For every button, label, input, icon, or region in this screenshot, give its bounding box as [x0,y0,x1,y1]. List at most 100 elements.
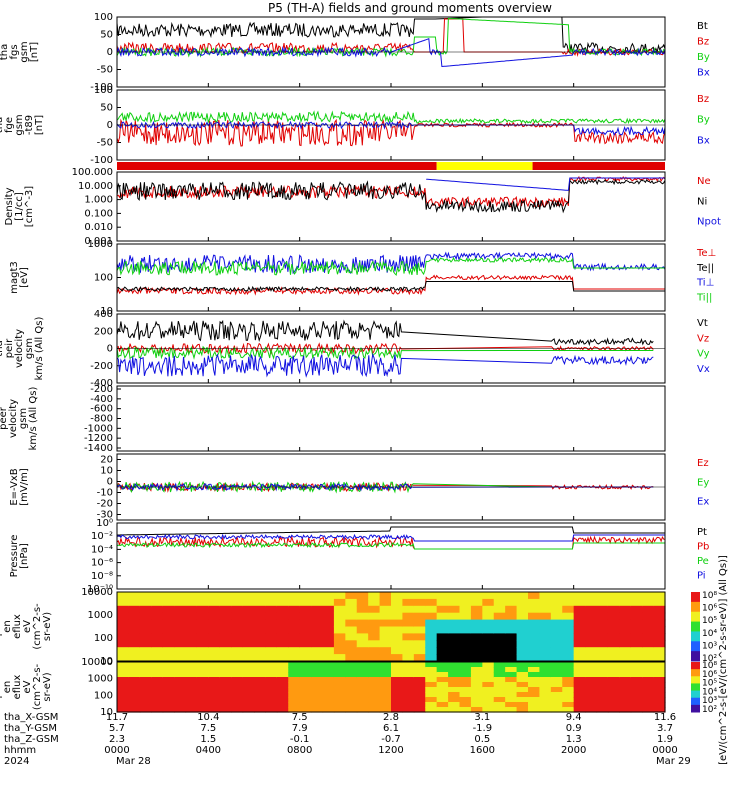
spectrogram-cell [162,692,175,698]
spectrogram-cell [653,647,666,655]
spectrogram-cell [459,662,472,668]
legend-entry: Npot [697,217,721,228]
spectrogram-cell [311,667,324,673]
spectrogram-cell [299,672,312,678]
ephemeris-x_gsm: 11.6 [654,712,676,723]
spectrogram-cell [242,677,255,683]
spectrogram-cell [356,672,369,678]
spectrogram-cell [117,619,130,628]
spectrogram-cell [653,667,666,673]
spectrogram-cell [231,667,244,673]
spectrogram-cell [619,633,632,641]
spectrogram-cell [619,640,632,648]
panel-frame [116,385,666,452]
spectrogram-cell [151,619,164,628]
spectrogram-cell [505,598,518,607]
spectrogram-cell [630,662,643,668]
spectrogram-cell [391,626,404,634]
spectrogram-cell [117,647,130,655]
spectrogram-cell [391,677,404,683]
y-tick-label: -600 [90,404,113,415]
spectrogram-cell [276,672,289,678]
spectrogram-cell [482,667,495,673]
spectrogram-cell [151,612,164,621]
ephemeris-hhmm: 0000 [652,745,677,756]
ylabel-line: eV [22,680,33,693]
spectrogram-cell [436,626,449,634]
spectrogram-cell [413,672,426,678]
spectrogram-cell [117,605,130,614]
spectrogram-cell [413,605,426,614]
spectrogram-cell [254,598,267,607]
spectrogram-cell [493,605,506,614]
spectrogram-cell [345,647,358,655]
legend-entry: Bz [697,94,709,105]
spectrogram-cell [436,592,449,600]
spectrogram-cell [174,682,187,688]
spectrogram-cell [539,697,552,703]
spectrogram-cell [356,598,369,607]
spectrogram-cell [653,702,666,708]
spectrogram-cell [573,592,586,600]
spectrogram-cell [550,667,563,673]
spectrogram-cell [448,667,461,673]
spectrogram-cell [265,640,278,648]
spectrogram-cell [516,654,529,662]
series-line-Pe [116,541,665,550]
spectrogram-cell [174,592,187,600]
spectrogram-cell [196,612,209,621]
spectrogram-cell [516,697,529,703]
spectrogram-cell [459,692,472,698]
spectrogram-cell [653,662,666,668]
spectrogram-cell [436,598,449,607]
spectrogram-cell [139,654,152,662]
spectrogram-cell [562,654,575,662]
spectrogram-cell [345,605,358,614]
spectrogram-cell [493,677,506,683]
spectrogram-cell [425,592,438,600]
spectrogram-cell [231,697,244,703]
spectrogram-cell [288,697,301,703]
spectrogram-cell [162,598,175,607]
spectrogram-cell [425,633,438,641]
spectrogram-cell [619,619,632,628]
spectrogram-cell [379,619,392,628]
spectrogram-cell [459,667,472,673]
spectrogram-cell [368,598,381,607]
spectrogram-cell [470,647,483,655]
spectrogram-cell [254,647,267,655]
spectrogram-cell [448,592,461,600]
spectrogram-cell [288,612,301,621]
y-tick-label: 1000 [88,610,113,621]
spectrogram-cell [311,697,324,703]
spectrogram-cell [619,707,632,713]
spectrogram-cell [436,677,449,683]
spectrogram-cell [162,605,175,614]
spectrogram-cell [196,654,209,662]
spectrogram-cell [436,687,449,693]
spectrogram-cell [470,707,483,713]
spectrogram-cell [345,667,358,673]
spectrogram-cell [196,677,209,683]
ylabel-line: (cm^2-s- [32,663,43,710]
spectrogram-cell [596,612,609,621]
spectrogram-cell [379,605,392,614]
spectrogram-cell [139,640,152,648]
spectrogram-cell [493,640,506,648]
spectrogram-cell [550,640,563,648]
spectrogram-cell [585,592,598,600]
spectrogram-cell [345,677,358,683]
spectrogram-cell [585,598,598,607]
spectrogram-cell [585,612,598,621]
spectrogram-cell [391,619,404,628]
spectrogram-cell [482,598,495,607]
y-tick-label: 0 [107,47,113,58]
spectrogram-cell [174,647,187,655]
spectrogram-cell [505,592,518,600]
spectrogram-cell [630,612,643,621]
colorbar-tick-label: 10³ [702,641,717,651]
spectrogram-cell [448,605,461,614]
spectrogram-cell [653,687,666,693]
spectrogram-cell [596,672,609,678]
spectrogram-cell [174,707,187,713]
